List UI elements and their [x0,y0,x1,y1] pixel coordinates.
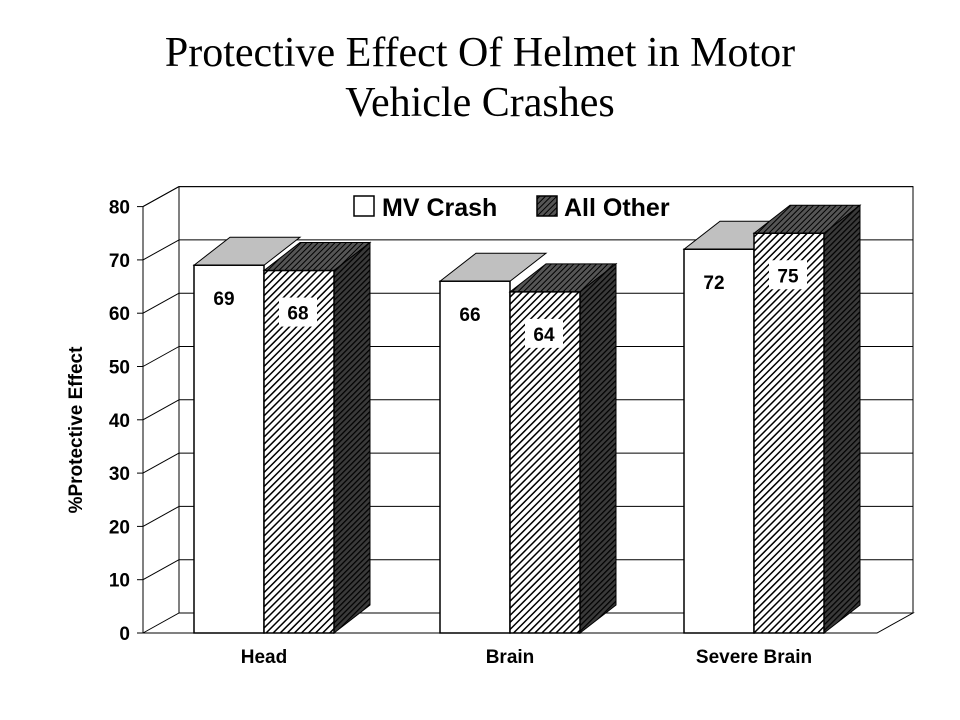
legend-label: MV Crash [382,194,497,222]
data-label: 69 [213,289,234,310]
bar [439,280,511,634]
gridline-side [142,292,180,314]
legend-swatch-mv-crash [353,195,375,217]
data-label-bg [525,318,563,348]
gridline-side [142,399,180,421]
bar-side [579,262,617,635]
y-tick-label: 50 [109,358,130,379]
x-tick-label: Head [241,647,287,668]
gridline-side [142,452,180,474]
data-label: 72 [703,273,724,294]
y-tick-label: 30 [109,464,130,485]
bar [263,269,335,634]
bar [509,291,581,634]
gridline-side [142,346,180,367]
legend-label: All Other [564,194,670,222]
y-tick-label: 60 [109,304,130,325]
chart-title-line-1: Protective Effect Of Helmet in Motor [164,30,796,76]
data-label-bg [279,297,317,327]
bar [193,264,265,634]
legend-swatch-all-other [536,195,558,217]
bar [753,232,825,634]
data-label: 68 [287,304,308,325]
y-tick-label: 20 [109,517,130,538]
y-tick-label: 80 [109,198,130,219]
data-label: 64 [533,325,555,346]
y-axis-label: %Protective Effect [66,346,87,514]
chart-title-line-2: Vehicle Crashes [345,80,615,126]
gridline-side [142,239,180,261]
x-tick-label: Brain [486,647,535,668]
y-tick-label: 70 [109,251,130,272]
y-tick-label: 10 [109,571,130,592]
y-tick-label: 40 [109,411,130,432]
y-tick-label: 0 [119,624,130,645]
bar-side [333,241,371,635]
x-tick-label: Severe Brain [696,647,812,668]
gridline-side [142,505,180,527]
gridline-side [142,559,180,581]
chart-title: Protective Effect Of Helmet in Motor Veh… [0,28,960,128]
data-label: 75 [777,266,799,287]
gridline-side [142,186,180,208]
data-label: 66 [459,305,480,326]
bar [683,248,755,634]
bar-side [823,204,861,635]
data-label-bg [769,260,807,290]
